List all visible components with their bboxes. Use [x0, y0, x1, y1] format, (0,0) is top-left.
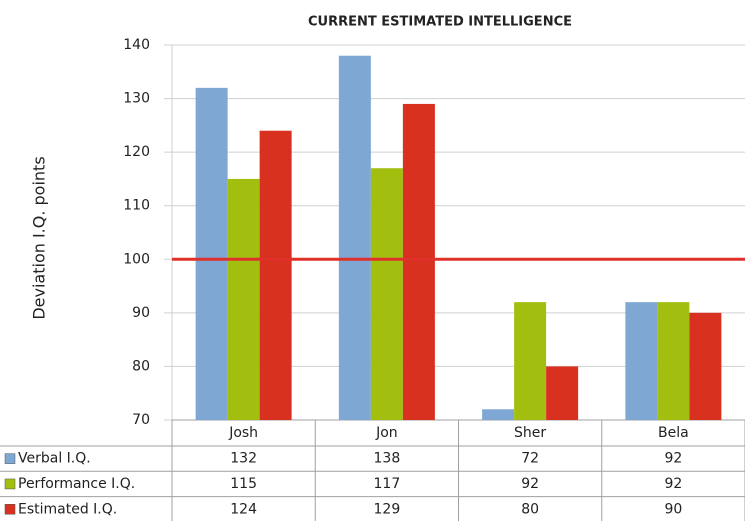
bar: [689, 312, 722, 420]
legend-label: Verbal I.Q.: [18, 451, 91, 467]
bar: [625, 302, 658, 420]
bar: [657, 302, 690, 420]
table-value: 90: [664, 501, 682, 517]
x-tick-label: Josh: [228, 425, 258, 441]
chart-title: CURRENT ESTIMATED INTELLIGENCE: [308, 15, 572, 30]
bar: [195, 87, 228, 420]
y-tick-label: 100: [123, 251, 150, 267]
bar: [227, 178, 260, 420]
legend-label: Estimated I.Q.: [18, 501, 117, 517]
y-tick-label: 80: [132, 358, 150, 374]
table-value: 132: [230, 451, 257, 467]
x-tick-label: Jon: [375, 425, 398, 441]
x-tick-label: Bela: [658, 425, 689, 441]
bar: [514, 302, 547, 420]
legend-swatch: [4, 504, 16, 515]
table-value: 92: [664, 451, 682, 467]
y-tick-label: 90: [132, 305, 150, 321]
table-value: 124: [230, 501, 257, 517]
table-value: 129: [374, 501, 401, 517]
bar: [370, 168, 403, 420]
table-value: 80: [521, 501, 539, 517]
bar: [338, 55, 371, 420]
y-axis-label: Deviation I.Q. points: [30, 156, 49, 319]
table-value: 115: [230, 476, 257, 492]
legend-swatch: [4, 453, 16, 464]
table-value: 72: [521, 451, 539, 467]
y-tick-label: 130: [123, 91, 150, 107]
legend-label: Performance I.Q.: [18, 476, 135, 492]
table-value: 92: [521, 476, 539, 492]
bar: [546, 366, 579, 420]
y-tick-label: 120: [123, 144, 150, 160]
y-tick-label: 70: [132, 412, 150, 428]
bar: [402, 103, 435, 420]
x-tick-label: Sher: [514, 425, 546, 441]
y-tick-label: 110: [123, 198, 150, 214]
y-tick-label: 140: [123, 37, 150, 53]
legend-swatch: [4, 478, 16, 490]
bar: [482, 409, 515, 420]
table-value: 117: [374, 476, 401, 492]
table-value: 92: [664, 476, 682, 492]
bar: [259, 130, 292, 420]
table-value: 138: [374, 451, 401, 467]
